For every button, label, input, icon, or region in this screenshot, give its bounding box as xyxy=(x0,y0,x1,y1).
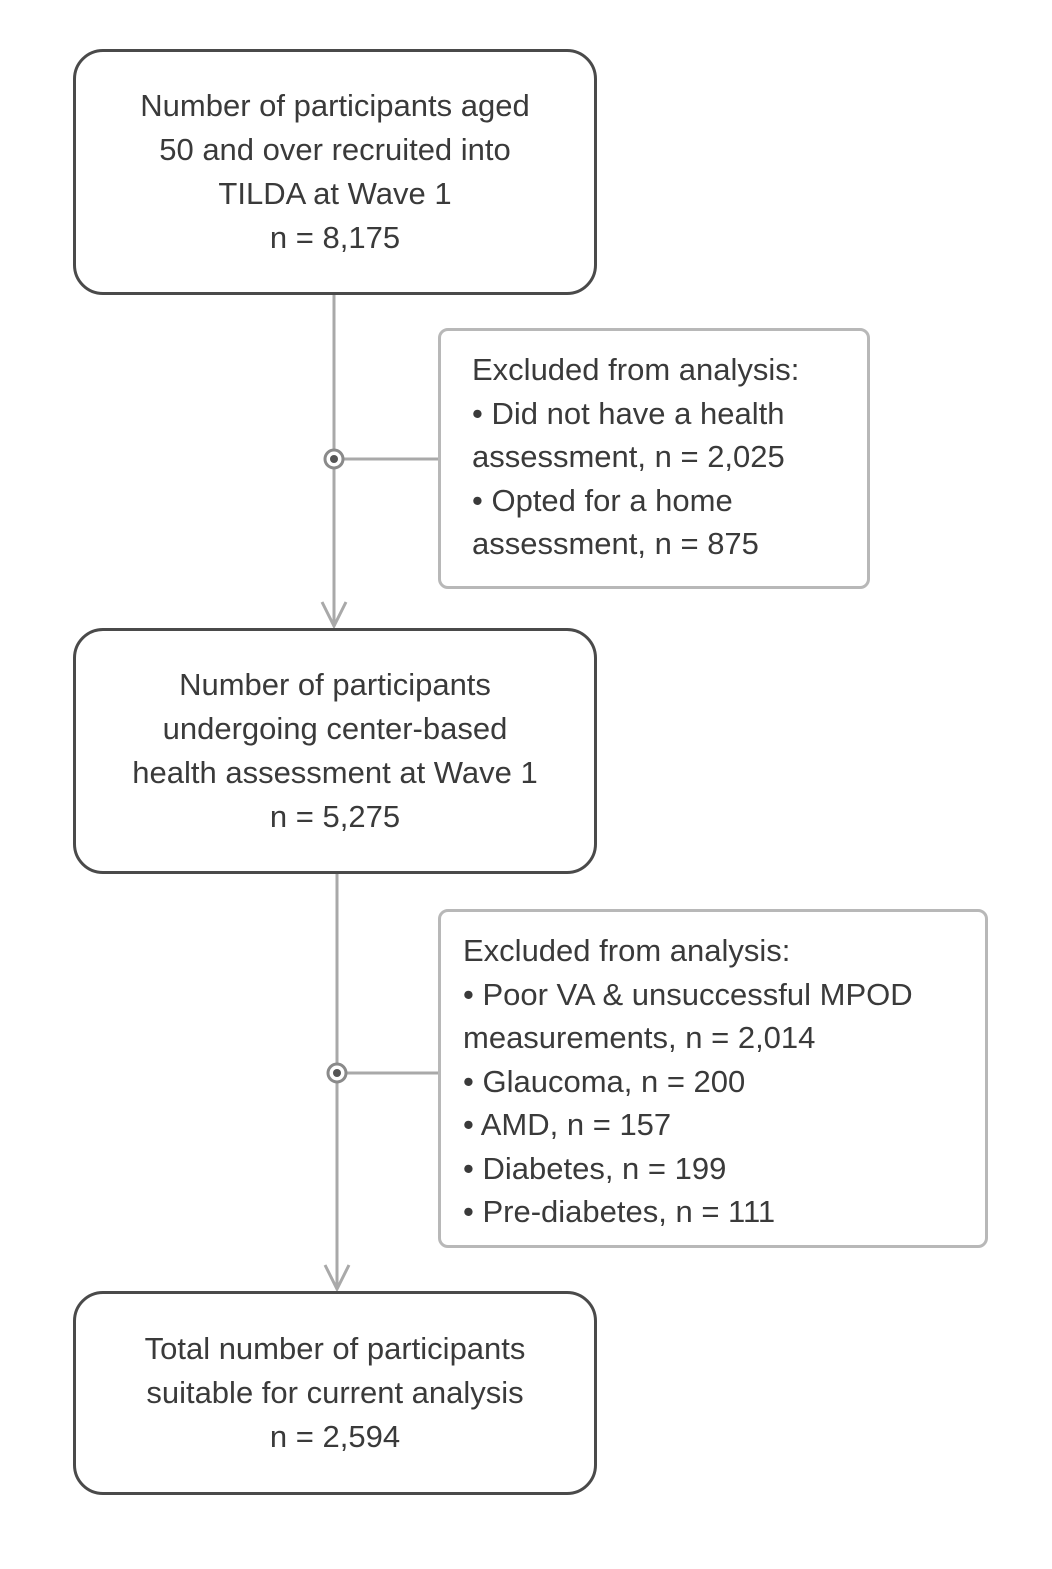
box-text-line: undergoing center-based xyxy=(162,711,508,746)
box-text-line: Number of participants xyxy=(179,667,491,702)
final-sample-box: Total number of participants suitable fo… xyxy=(73,1291,597,1495)
exclusion-item: assessment, n = 875 xyxy=(472,526,759,561)
box-text-line: Number of participants aged xyxy=(140,88,530,123)
branch-node-2-dot xyxy=(333,1069,341,1077)
box-count: n = 2,594 xyxy=(269,1419,401,1454)
box-text-line: Total number of participants xyxy=(144,1331,526,1366)
exclusion-item: • AMD, n = 157 xyxy=(463,1107,672,1142)
exclusion-box-2: Excluded from analysis: • Poor VA & unsu… xyxy=(438,909,988,1248)
box-text-line: TILDA at Wave 1 xyxy=(218,176,452,211)
exclusion-heading: Excluded from analysis: xyxy=(463,933,791,968)
branch-node-1-dot xyxy=(330,455,338,463)
wave1-recruitment-box: Number of participants aged 50 and over … xyxy=(73,49,597,295)
exclusion-item: • Opted for a home xyxy=(472,482,733,518)
box-text-line: 50 and over recruited into xyxy=(159,132,511,167)
exclusion-item: • Glaucoma, n = 200 xyxy=(463,1063,746,1099)
center-assessment-box: Number of participants undergoing center… xyxy=(73,628,597,874)
exclusion-item: assessment, n = 2,025 xyxy=(472,439,785,474)
exclusion-item: • Pre-diabetes, n = 111 xyxy=(463,1194,776,1229)
box-text-line: health assessment at Wave 1 xyxy=(132,755,538,790)
exclusion-item: • Did not have a health xyxy=(472,395,785,431)
flow-arrowhead-2 xyxy=(323,1264,351,1293)
exclusion-item: • Poor VA & unsuccessful MPOD xyxy=(463,976,913,1012)
exclusion-item: • Diabetes, n = 199 xyxy=(463,1150,727,1186)
box-text-line: suitable for current analysis xyxy=(146,1375,524,1410)
flow-arrowhead-1 xyxy=(320,601,348,630)
box-count: n = 5,275 xyxy=(269,799,401,834)
exclusion-heading: Excluded from analysis: xyxy=(472,352,800,387)
exclusion-box-1: Excluded from analysis: • Did not have a… xyxy=(438,328,870,589)
box-count: n = 8,175 xyxy=(269,220,401,255)
exclusion-item: measurements, n = 2,014 xyxy=(463,1020,816,1055)
